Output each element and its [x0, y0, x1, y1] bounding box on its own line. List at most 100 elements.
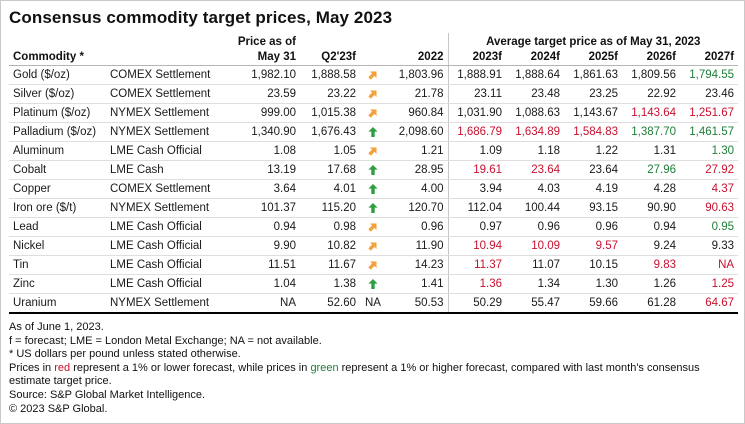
cell-forecast-2023f: 11.37 [447, 255, 506, 275]
cell-commodity: Platinum ($/oz) [9, 103, 106, 123]
cell-forecast-2023f: 1,031.90 [447, 103, 506, 123]
cell-pricing-basis: LME Cash [106, 160, 232, 180]
cell-forecast-2027f: 1.25 [680, 274, 739, 294]
cell-forecast-2024f: 23.48 [506, 84, 564, 104]
cell-price-may31: 13.19 [232, 160, 300, 180]
cell-forecast-2026f: 22.92 [622, 84, 680, 104]
cell-trend [360, 255, 386, 275]
cell-price-may31: 9.90 [232, 236, 300, 256]
footnote-abbreviations: f = forecast; LME = London Metal Exchang… [9, 334, 322, 347]
up-right-arrow-icon [368, 223, 377, 232]
cell-price-may31: 1,340.90 [232, 122, 300, 142]
cell-q2-23f: 1,015.38 [300, 103, 360, 123]
cell-pricing-basis: COMEX Settlement [106, 179, 232, 199]
cell-forecast-2026f: 27.96 [622, 160, 680, 180]
cell-commodity: Tin [9, 255, 106, 275]
cell-forecast-2024f: 10.09 [506, 236, 564, 256]
cell-trend [360, 122, 386, 142]
cell-q2-23f: 1.05 [300, 141, 360, 161]
col-header-2023f: 2023f [447, 48, 506, 66]
cell-forecast-2024f: 23.64 [506, 160, 564, 180]
legend-text: represent a 1% or higher forecast, compa… [9, 361, 700, 388]
cell-price-may31: 1.08 [232, 141, 300, 161]
cell-q2-23f: 115.20 [300, 198, 360, 218]
cell-forecast-2026f: 1,143.64 [622, 103, 680, 123]
cell-forecast-2026f: 90.90 [622, 198, 680, 218]
col-header-2026f: 2026f [622, 48, 680, 66]
cell-pricing-basis: LME Cash Official [106, 255, 232, 275]
cell-forecast-2023f: 0.97 [447, 217, 506, 237]
table-row: Aluminum LME Cash Official 1.08 1.05 1.21 1.0… [9, 141, 739, 161]
cell-2022: 1.41 [386, 274, 448, 294]
cell-pricing-basis: NYMEX Settlement [106, 198, 232, 218]
footnote-color-legend: Prices in red represent a 1% or lower fo… [9, 362, 736, 389]
cell-price-may31: NA [232, 293, 300, 314]
cell-2022: 1,803.96 [386, 65, 448, 85]
cell-q2-23f: 1.38 [300, 274, 360, 294]
cell-forecast-2025f: 9.57 [564, 236, 622, 256]
cell-forecast-2027f: 0.95 [680, 217, 739, 237]
cell-commodity: Copper [9, 179, 106, 199]
cell-2022: 2,098.60 [386, 122, 448, 142]
table-row: Palladium ($/oz) NYMEX Settlement 1,340.90… [9, 122, 739, 142]
cell-2022: 14.23 [386, 255, 448, 275]
cell-trend: NA [360, 293, 386, 314]
cell-forecast-2024f: 1.18 [506, 141, 564, 161]
page-title: Consensus commodity target prices, May 2… [9, 8, 393, 27]
cell-forecast-2027f: 1,251.67 [680, 103, 739, 123]
cell-price-may31: 1,982.10 [232, 65, 300, 85]
cell-forecast-2027f: 1.30 [680, 141, 739, 161]
legend-word-red: red [54, 361, 71, 374]
cell-commodity: Palladium ($/oz) [9, 122, 106, 142]
cell-commodity: Cobalt [9, 160, 106, 180]
cell-forecast-2025f: 1.30 [564, 274, 622, 294]
cell-pricing-basis: LME Cash Official [106, 274, 232, 294]
cell-2022: 28.95 [386, 160, 448, 180]
cell-2022: 120.70 [386, 198, 448, 218]
cell-price-may31: 0.94 [232, 217, 300, 237]
spacer-cell [360, 33, 386, 48]
header-row-columns: Commodity * May 31 Q2'23f 2022 2023f 202… [9, 48, 739, 66]
col-header-2027f: 2027f [680, 48, 739, 66]
cell-pricing-basis: NYMEX Settlement [106, 293, 232, 314]
col-header-2025f: 2025f [564, 48, 622, 66]
cell-forecast-2025f: 1,584.83 [564, 122, 622, 142]
cell-price-may31: 3.64 [232, 179, 300, 199]
footnote-units: * US dollars per pound unless stated oth… [9, 348, 241, 361]
cell-q2-23f: 23.22 [300, 84, 360, 104]
up-arrow-icon [368, 126, 378, 137]
spacer-cell [106, 33, 232, 48]
cell-forecast-2024f: 11.07 [506, 255, 564, 275]
cell-commodity: Uranium [9, 293, 106, 314]
cell-pricing-basis: LME Cash Official [106, 141, 232, 161]
table-row: Lead LME Cash Official 0.94 0.98 0.96 0.97 0.9… [9, 217, 739, 237]
up-arrow-icon [368, 183, 378, 194]
cell-trend [360, 274, 386, 294]
col-header-commodity: Commodity * [9, 48, 106, 66]
cell-2022: 1.21 [386, 141, 448, 161]
cell-forecast-2027f: NA [680, 255, 739, 275]
cell-q2-23f: 1,888.58 [300, 65, 360, 85]
legend-text: Prices in [9, 361, 55, 374]
cell-q2-23f: 1,676.43 [300, 122, 360, 142]
table-row: Platinum ($/oz) NYMEX Settlement 999.00 1,0… [9, 103, 739, 123]
up-right-arrow-icon [368, 71, 377, 80]
cell-forecast-2024f: 1,088.63 [506, 103, 564, 123]
cell-forecast-2026f: 0.94 [622, 217, 680, 237]
cell-2022: 960.84 [386, 103, 448, 123]
footnote-as-of: As of June 1, 2023. [9, 321, 104, 333]
legend-text: represent a 1% or lower forecast, while … [70, 361, 311, 374]
cell-commodity: Lead [9, 217, 106, 237]
cell-forecast-2024f: 0.96 [506, 217, 564, 237]
cell-q2-23f: 17.68 [300, 160, 360, 180]
table-row: Cobalt LME Cash 13.19 17.68 28.95 19.61 23.64 2… [9, 160, 739, 180]
cell-forecast-2023f: 10.94 [447, 236, 506, 256]
cell-pricing-basis: LME Cash Official [106, 217, 232, 237]
col-header-2024f: 2024f [506, 48, 564, 66]
cell-forecast-2024f: 1,888.64 [506, 65, 564, 85]
cell-forecast-2023f: 1.09 [447, 141, 506, 161]
cell-forecast-2026f: 1.26 [622, 274, 680, 294]
cell-q2-23f: 0.98 [300, 217, 360, 237]
footnote-copyright: © 2023 S&P Global. [9, 402, 108, 415]
